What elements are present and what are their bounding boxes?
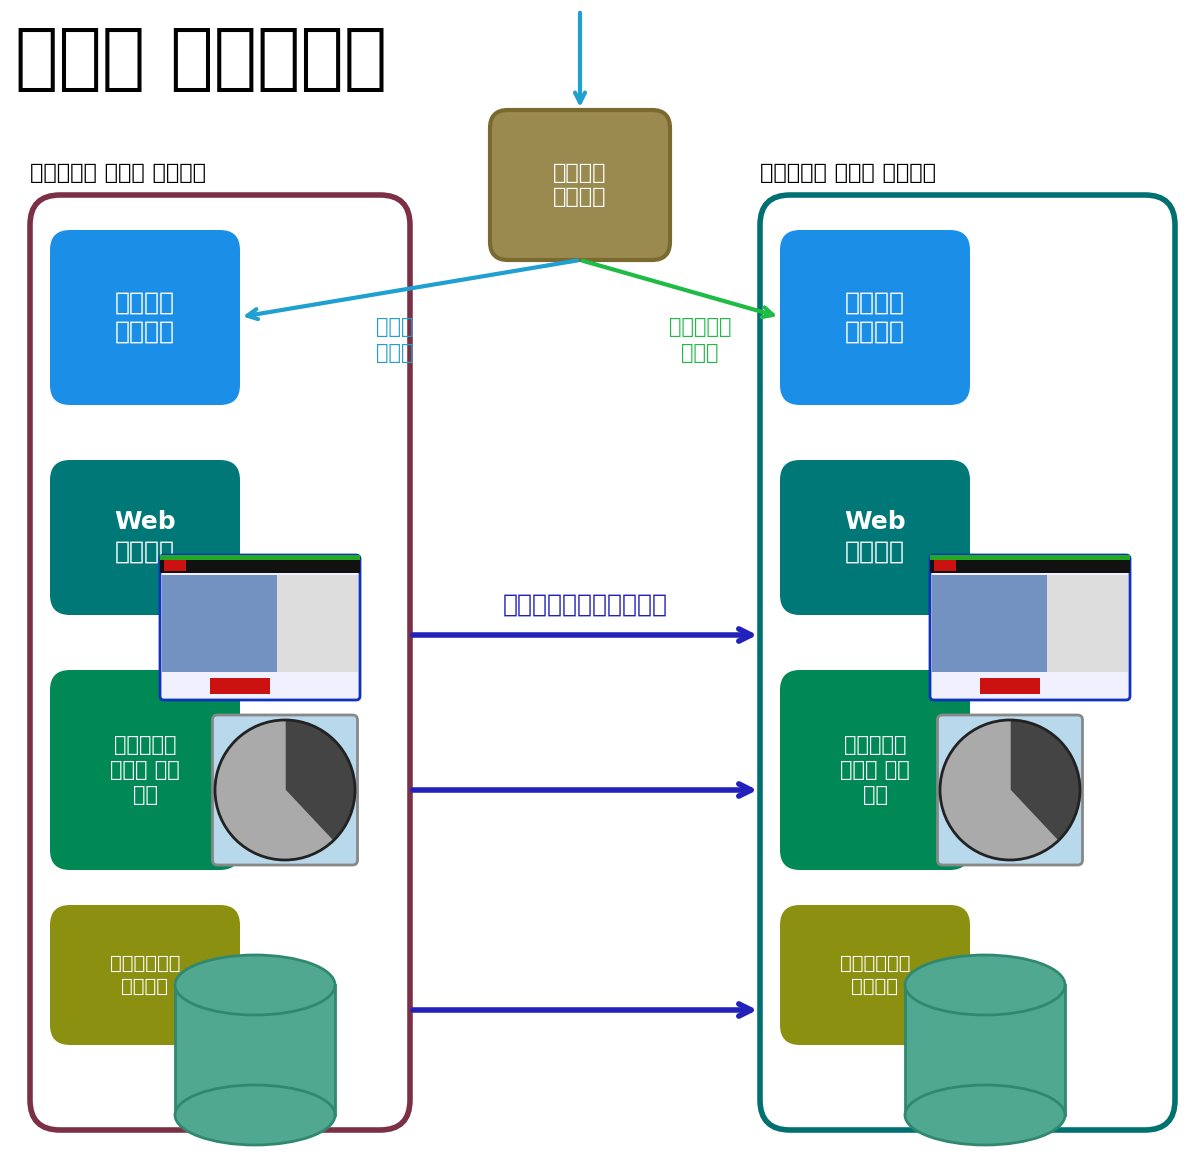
Text: プライマリ データ センター: プライマリ データ センター [30,164,206,183]
FancyBboxPatch shape [50,230,240,405]
Text: ホット スタンバイ: ホット スタンバイ [14,26,388,94]
FancyBboxPatch shape [780,670,970,870]
FancyBboxPatch shape [50,905,240,1045]
FancyBboxPatch shape [50,670,240,870]
Bar [160,554,360,560]
Bar [980,677,1040,694]
Ellipse shape [905,1085,1066,1145]
Text: 通常の
ルート: 通常の ルート [377,317,414,363]
Bar [210,677,270,694]
Text: Web
サーバー: Web サーバー [844,510,906,564]
FancyBboxPatch shape [50,461,240,615]
Text: プロキシ
サーバー: プロキシ サーバー [845,290,905,343]
Ellipse shape [175,1085,335,1145]
FancyBboxPatch shape [490,110,670,260]
Polygon shape [215,720,332,860]
Bar [160,554,360,573]
Bar [164,557,186,571]
Text: サービス
ルーター: サービス ルーター [553,162,607,208]
Text: データベース
サーバー: データベース サーバー [840,954,911,996]
Text: プロキシ
サーバー: プロキシ サーバー [115,290,175,343]
Polygon shape [940,720,1058,860]
Text: セカンダリ データ センター: セカンダリ データ センター [760,164,936,183]
Bar [930,554,1130,573]
FancyBboxPatch shape [930,554,1130,699]
Polygon shape [286,720,355,841]
Text: アプリケー
ション サー
バー: アプリケー ション サー バー [840,735,910,805]
FancyBboxPatch shape [780,461,970,615]
FancyBboxPatch shape [160,554,360,699]
Ellipse shape [905,955,1066,1015]
Polygon shape [1010,720,1080,841]
FancyBboxPatch shape [780,230,970,405]
FancyBboxPatch shape [780,905,970,1045]
Bar [932,575,1046,672]
Bar [934,557,956,571]
Bar [277,575,358,672]
Text: アプリケー
ション サー
バー: アプリケー ション サー バー [110,735,180,805]
FancyBboxPatch shape [30,195,410,1130]
Bar [162,575,277,672]
Text: 完全なレプリケーション: 完全なレプリケーション [503,593,667,617]
Text: セカンダリ
ルート: セカンダリ ルート [668,317,731,363]
Bar [930,554,1130,560]
Polygon shape [905,985,1066,1115]
FancyBboxPatch shape [212,715,358,865]
FancyBboxPatch shape [760,195,1175,1130]
Text: データベース
サーバー: データベース サーバー [109,954,180,996]
Polygon shape [175,985,335,1115]
Ellipse shape [175,955,335,1015]
Text: Web
サーバー: Web サーバー [114,510,176,564]
FancyBboxPatch shape [937,715,1082,865]
Bar [1046,575,1128,672]
